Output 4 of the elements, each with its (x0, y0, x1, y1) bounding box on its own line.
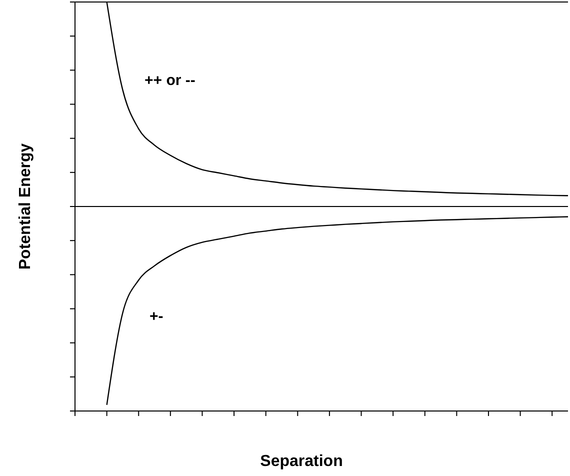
series-label: +- (150, 308, 164, 325)
series-label: ++ or -- (144, 72, 196, 90)
y-axis-title: Potential Energy (17, 143, 34, 270)
x-axis-title: Separation (260, 453, 343, 470)
